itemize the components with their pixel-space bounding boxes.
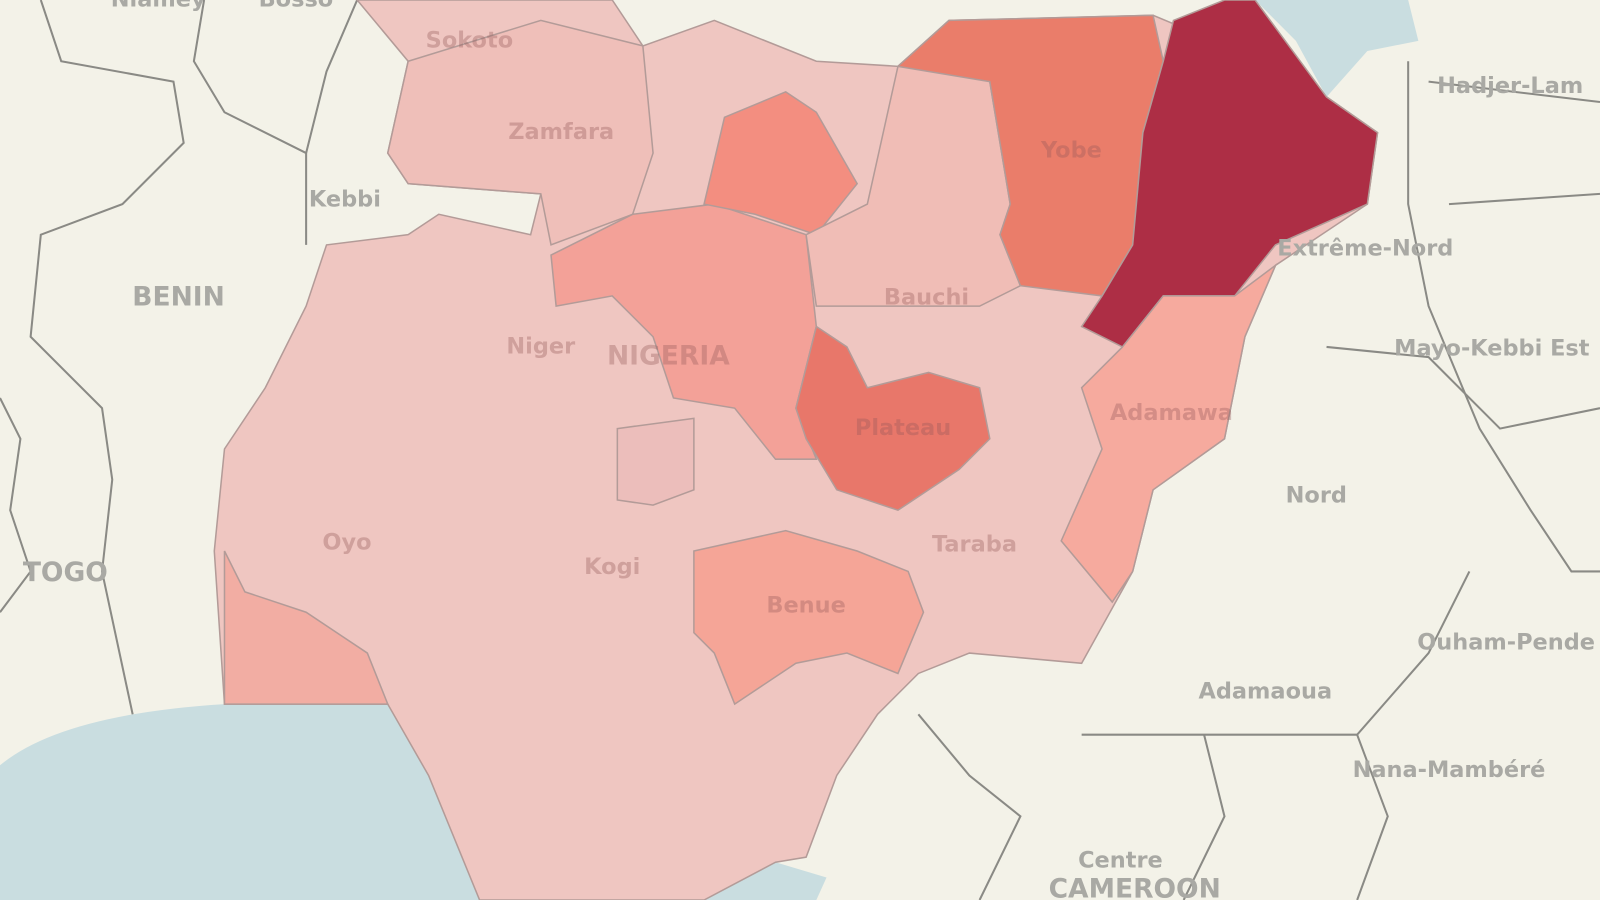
state-label: Oyo bbox=[322, 529, 371, 555]
lagos-ogun bbox=[223, 550, 389, 705]
country-label: TOGO bbox=[23, 557, 108, 588]
map-label: Kebbi bbox=[309, 187, 381, 213]
ocean-east bbox=[704, 862, 827, 900]
lake-chad bbox=[1255, 0, 1419, 97]
state-label: Niger bbox=[506, 333, 575, 359]
state-label: Zamfara bbox=[508, 119, 614, 145]
state-label: Adamawa bbox=[1110, 400, 1233, 426]
state-label: Sokoto bbox=[426, 27, 513, 53]
state-label: Benue bbox=[766, 593, 845, 619]
country-label: NIGERIA bbox=[607, 341, 730, 372]
state-label: Plateau bbox=[855, 415, 951, 441]
country-label: CAMEROON bbox=[1049, 873, 1221, 900]
map-label: Bosso bbox=[259, 0, 334, 12]
map-label: Hadjer-Lam bbox=[1437, 73, 1583, 99]
map-label: Centre bbox=[1078, 848, 1163, 874]
adamawa-state bbox=[1060, 262, 1278, 604]
benue-state bbox=[693, 529, 925, 706]
state-label: Bauchi bbox=[884, 284, 969, 310]
kano-state bbox=[703, 90, 859, 236]
nigeria-states bbox=[213, 0, 1379, 900]
state-label: Kogi bbox=[584, 554, 640, 580]
plateau-state bbox=[795, 325, 991, 512]
map-label: Mayo-Kebbi Est bbox=[1394, 335, 1590, 361]
state-label: Yobe bbox=[1040, 138, 1102, 164]
ocean bbox=[0, 704, 480, 900]
fct bbox=[616, 417, 695, 506]
map-label: Adamaoua bbox=[1198, 678, 1332, 704]
map-label: Ouham-Pende bbox=[1417, 629, 1595, 655]
map-label: Niamey bbox=[111, 0, 206, 12]
state-label: Taraba bbox=[932, 531, 1017, 557]
zamfara-state bbox=[386, 19, 654, 246]
map-label: Nord bbox=[1286, 482, 1347, 508]
map-label: Extrême-Nord bbox=[1277, 235, 1453, 261]
map-label: Nana-Mambéré bbox=[1353, 757, 1546, 783]
country-label: BENIN bbox=[132, 281, 225, 312]
borno-state bbox=[1080, 0, 1379, 348]
